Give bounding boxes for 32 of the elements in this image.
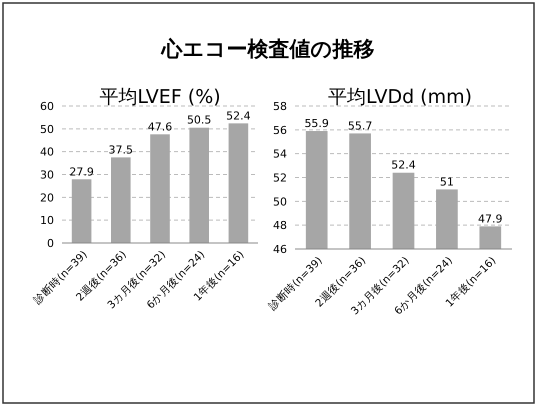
bar (150, 134, 170, 243)
y-tick-label: 20 (40, 191, 54, 204)
data-label: 37.5 (108, 143, 134, 156)
data-label: 55.9 (304, 117, 329, 130)
y-tick-label: 52 (273, 172, 287, 184)
y-tick-label: 54 (273, 148, 287, 161)
y-tick-label: 0 (47, 237, 54, 250)
y-tick-label: 56 (273, 124, 287, 137)
data-label: 55.7 (348, 119, 372, 132)
chart-title: 心エコー検査値の推移 (160, 37, 374, 61)
bar (72, 179, 92, 243)
y-tick-label: 30 (40, 168, 54, 182)
bar (189, 128, 209, 243)
y-tick-label: 40 (40, 146, 54, 159)
data-label: 47.9 (478, 212, 503, 226)
y-tick-label: 10 (40, 214, 54, 228)
data-label: 50.5 (186, 114, 212, 127)
y-tick-label: 58 (273, 100, 287, 113)
bar (228, 123, 248, 243)
y-tick-label: 60 (40, 100, 54, 113)
data-label: 47.6 (148, 120, 172, 134)
y-tick-label: 50 (40, 122, 54, 136)
y-tick-label: 46 (273, 243, 287, 256)
bar (111, 157, 131, 243)
data-label: 52.4 (226, 109, 251, 122)
chart-title: 平均LVDd (mm) (328, 86, 472, 108)
data-label: 51 (440, 175, 454, 188)
data-label: 52.4 (391, 158, 416, 172)
chart-subtitle: 平均LVEF (%) (99, 86, 221, 108)
data-label: 27.9 (69, 165, 94, 178)
y-tick-label: 48 (273, 219, 287, 232)
y-tick-label: 50 (273, 195, 287, 208)
